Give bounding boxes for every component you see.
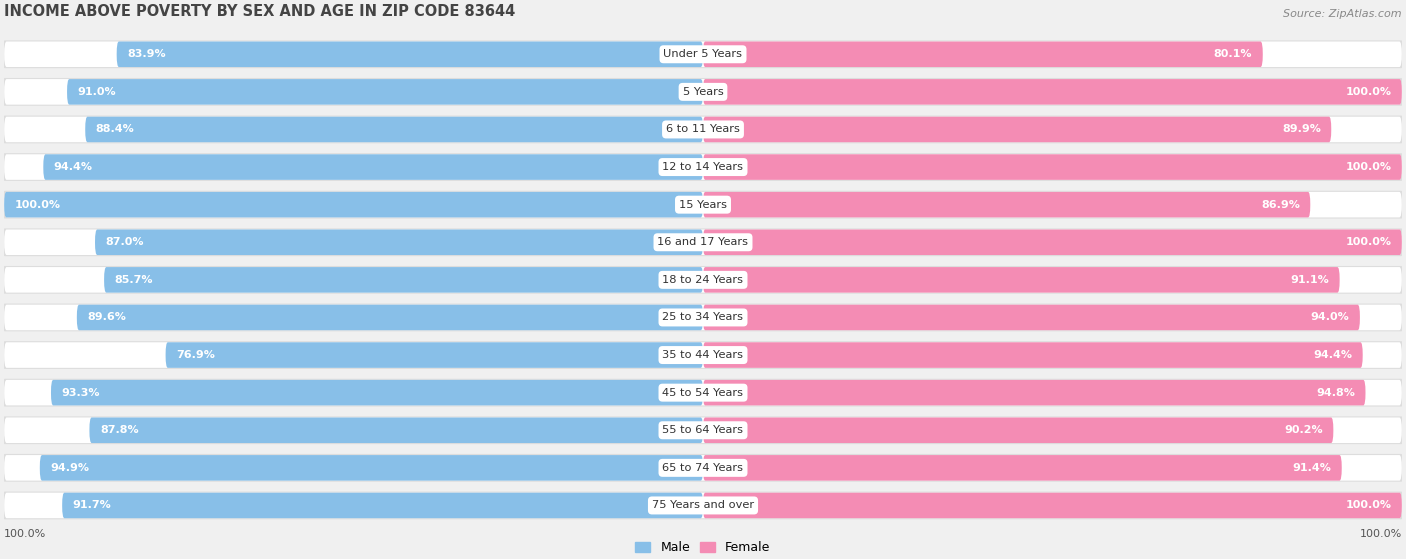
Text: 100.0%: 100.0% bbox=[1346, 500, 1392, 510]
FancyBboxPatch shape bbox=[1, 78, 1405, 106]
FancyBboxPatch shape bbox=[4, 418, 1402, 443]
FancyBboxPatch shape bbox=[1, 416, 1405, 444]
FancyBboxPatch shape bbox=[703, 192, 1310, 217]
FancyBboxPatch shape bbox=[86, 117, 703, 142]
Text: 100.0%: 100.0% bbox=[1346, 162, 1392, 172]
FancyBboxPatch shape bbox=[4, 342, 1402, 368]
FancyBboxPatch shape bbox=[1, 341, 1405, 369]
Text: 91.1%: 91.1% bbox=[1291, 275, 1329, 285]
FancyBboxPatch shape bbox=[77, 305, 703, 330]
Text: 89.6%: 89.6% bbox=[87, 312, 127, 323]
Text: 100.0%: 100.0% bbox=[1346, 87, 1392, 97]
Text: 94.8%: 94.8% bbox=[1316, 387, 1355, 397]
Text: 88.4%: 88.4% bbox=[96, 125, 135, 135]
Text: 91.0%: 91.0% bbox=[77, 87, 117, 97]
FancyBboxPatch shape bbox=[39, 455, 703, 481]
Text: 18 to 24 Years: 18 to 24 Years bbox=[662, 275, 744, 285]
FancyBboxPatch shape bbox=[1, 228, 1405, 256]
FancyBboxPatch shape bbox=[4, 230, 1402, 255]
Text: 35 to 44 Years: 35 to 44 Years bbox=[662, 350, 744, 360]
Text: 85.7%: 85.7% bbox=[114, 275, 153, 285]
Text: 87.8%: 87.8% bbox=[100, 425, 139, 435]
FancyBboxPatch shape bbox=[703, 492, 1402, 518]
FancyBboxPatch shape bbox=[67, 79, 703, 105]
FancyBboxPatch shape bbox=[117, 41, 703, 67]
Text: 6 to 11 Years: 6 to 11 Years bbox=[666, 125, 740, 135]
FancyBboxPatch shape bbox=[703, 380, 1365, 405]
Text: 100.0%: 100.0% bbox=[1346, 237, 1392, 247]
FancyBboxPatch shape bbox=[44, 154, 703, 180]
FancyBboxPatch shape bbox=[4, 192, 703, 217]
FancyBboxPatch shape bbox=[166, 342, 703, 368]
FancyBboxPatch shape bbox=[703, 418, 1333, 443]
Text: 5 Years: 5 Years bbox=[683, 87, 723, 97]
Text: 87.0%: 87.0% bbox=[105, 237, 143, 247]
FancyBboxPatch shape bbox=[4, 192, 1402, 217]
Text: 94.4%: 94.4% bbox=[53, 162, 93, 172]
FancyBboxPatch shape bbox=[703, 154, 1402, 180]
FancyBboxPatch shape bbox=[1, 116, 1405, 143]
FancyBboxPatch shape bbox=[703, 342, 1362, 368]
Text: 65 to 74 Years: 65 to 74 Years bbox=[662, 463, 744, 473]
Text: 80.1%: 80.1% bbox=[1213, 49, 1253, 59]
Text: 94.9%: 94.9% bbox=[51, 463, 90, 473]
Text: 100.0%: 100.0% bbox=[14, 200, 60, 210]
Text: 25 to 34 Years: 25 to 34 Years bbox=[662, 312, 744, 323]
FancyBboxPatch shape bbox=[703, 41, 1263, 67]
Text: 100.0%: 100.0% bbox=[4, 529, 46, 539]
FancyBboxPatch shape bbox=[1, 454, 1405, 482]
FancyBboxPatch shape bbox=[4, 492, 1402, 518]
Text: 89.9%: 89.9% bbox=[1282, 125, 1320, 135]
FancyBboxPatch shape bbox=[703, 305, 1360, 330]
Text: 83.9%: 83.9% bbox=[127, 49, 166, 59]
Text: 94.0%: 94.0% bbox=[1310, 312, 1350, 323]
Text: INCOME ABOVE POVERTY BY SEX AND AGE IN ZIP CODE 83644: INCOME ABOVE POVERTY BY SEX AND AGE IN Z… bbox=[4, 3, 516, 18]
FancyBboxPatch shape bbox=[96, 230, 703, 255]
FancyBboxPatch shape bbox=[4, 117, 1402, 142]
FancyBboxPatch shape bbox=[1, 153, 1405, 181]
Text: 12 to 14 Years: 12 to 14 Years bbox=[662, 162, 744, 172]
Text: 45 to 54 Years: 45 to 54 Years bbox=[662, 387, 744, 397]
FancyBboxPatch shape bbox=[1, 491, 1405, 519]
Text: 76.9%: 76.9% bbox=[176, 350, 215, 360]
Text: 91.7%: 91.7% bbox=[73, 500, 111, 510]
FancyBboxPatch shape bbox=[4, 455, 1402, 481]
FancyBboxPatch shape bbox=[4, 380, 1402, 405]
FancyBboxPatch shape bbox=[4, 41, 1402, 67]
Text: 90.2%: 90.2% bbox=[1284, 425, 1323, 435]
Text: 94.4%: 94.4% bbox=[1313, 350, 1353, 360]
FancyBboxPatch shape bbox=[4, 154, 1402, 180]
FancyBboxPatch shape bbox=[703, 117, 1331, 142]
FancyBboxPatch shape bbox=[1, 379, 1405, 406]
FancyBboxPatch shape bbox=[1, 40, 1405, 68]
FancyBboxPatch shape bbox=[703, 455, 1341, 481]
Text: 91.4%: 91.4% bbox=[1292, 463, 1331, 473]
FancyBboxPatch shape bbox=[1, 191, 1405, 219]
FancyBboxPatch shape bbox=[1, 304, 1405, 331]
Text: Source: ZipAtlas.com: Source: ZipAtlas.com bbox=[1284, 8, 1402, 18]
Text: 75 Years and over: 75 Years and over bbox=[652, 500, 754, 510]
FancyBboxPatch shape bbox=[4, 267, 1402, 293]
Legend: Male, Female: Male, Female bbox=[630, 537, 776, 559]
FancyBboxPatch shape bbox=[703, 267, 1340, 293]
FancyBboxPatch shape bbox=[703, 230, 1402, 255]
Text: 16 and 17 Years: 16 and 17 Years bbox=[658, 237, 748, 247]
Text: 93.3%: 93.3% bbox=[62, 387, 100, 397]
FancyBboxPatch shape bbox=[62, 492, 703, 518]
FancyBboxPatch shape bbox=[51, 380, 703, 405]
Text: 100.0%: 100.0% bbox=[1360, 529, 1402, 539]
Text: 55 to 64 Years: 55 to 64 Years bbox=[662, 425, 744, 435]
FancyBboxPatch shape bbox=[1, 266, 1405, 294]
Text: Under 5 Years: Under 5 Years bbox=[664, 49, 742, 59]
FancyBboxPatch shape bbox=[4, 79, 1402, 105]
FancyBboxPatch shape bbox=[703, 79, 1402, 105]
FancyBboxPatch shape bbox=[4, 305, 1402, 330]
FancyBboxPatch shape bbox=[90, 418, 703, 443]
Text: 15 Years: 15 Years bbox=[679, 200, 727, 210]
FancyBboxPatch shape bbox=[104, 267, 703, 293]
Text: 86.9%: 86.9% bbox=[1261, 200, 1299, 210]
